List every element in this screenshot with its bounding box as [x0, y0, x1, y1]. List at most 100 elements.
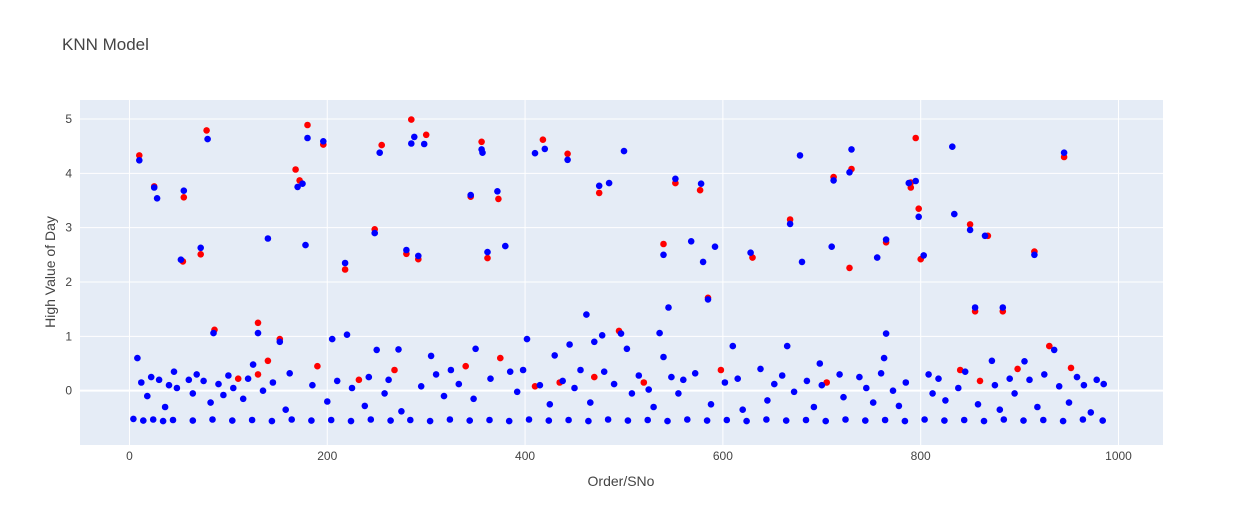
red-data-point: [564, 150, 571, 158]
red-data-point: [254, 319, 262, 327]
blue-data-point: [846, 169, 853, 176]
blue-data-point: [882, 330, 890, 337]
blue-data-point: [991, 381, 999, 389]
red-data-point: [314, 362, 321, 370]
blue-data-point: [605, 179, 613, 187]
red-data-point: [378, 141, 386, 149]
x-tick-label: 0: [126, 449, 133, 463]
blue-data-point: [1006, 375, 1013, 383]
blue-data-point: [610, 380, 618, 388]
blue-data-point: [200, 377, 207, 385]
blue-data-point: [403, 246, 410, 254]
red-data-point: [696, 186, 704, 194]
blue-data-point: [966, 226, 974, 234]
red-data-point: [292, 166, 299, 173]
blue-data-point: [848, 146, 855, 153]
blue-data-point: [565, 416, 572, 424]
blue-data-point: [343, 331, 351, 339]
blue-data-point: [951, 210, 958, 218]
blue-data-point: [624, 417, 632, 424]
blue-data-point: [585, 417, 592, 425]
red-data-point: [595, 189, 603, 197]
blue-data-point: [645, 386, 652, 393]
red-data-point: [180, 194, 188, 201]
blue-data-point: [1026, 376, 1033, 384]
red-data-point: [203, 127, 210, 134]
blue-data-point: [408, 140, 415, 147]
blue-data-point: [656, 329, 663, 337]
blue-data-point: [664, 417, 671, 425]
blue-data-point: [786, 220, 794, 228]
blue-data-point: [680, 376, 687, 384]
blue-data-point: [763, 416, 770, 423]
blue-data-point: [822, 417, 829, 425]
blue-data-point: [566, 341, 573, 348]
blue-data-point: [189, 390, 197, 397]
blue-data-point: [687, 238, 695, 245]
blue-data-point: [796, 152, 804, 159]
red-data-point: [355, 376, 363, 384]
blue-data-point: [1093, 376, 1100, 384]
blue-data-point: [600, 368, 608, 376]
data-points: [130, 116, 1107, 425]
y-tick-label: 2: [65, 275, 72, 289]
red-data-point: [304, 121, 311, 129]
blue-data-point: [136, 157, 143, 164]
blue-data-point: [729, 342, 737, 350]
y-tick-label: 4: [65, 166, 72, 180]
blue-data-point: [863, 384, 870, 392]
blue-data-point: [204, 135, 211, 143]
blue-data-point: [169, 416, 177, 424]
x-tick-label: 400: [515, 449, 535, 463]
blue-data-point: [880, 354, 888, 362]
blue-data-point: [367, 416, 375, 423]
blue-data-point: [269, 379, 277, 386]
blue-data-point: [856, 373, 863, 381]
blue-data-point: [341, 259, 349, 267]
blue-data-point: [1060, 149, 1068, 156]
blue-data-point: [220, 391, 227, 399]
blue-data-point: [798, 258, 806, 266]
blue-data-point: [996, 406, 1004, 414]
blue-data-point: [711, 243, 719, 250]
blue-data-point: [1099, 417, 1106, 424]
y-tick-label: 0: [65, 384, 72, 398]
red-data-point: [408, 116, 415, 123]
blue-data-point: [721, 379, 729, 386]
blue-data-point: [215, 380, 222, 388]
blue-data-point: [707, 401, 715, 408]
blue-data-point: [881, 416, 889, 424]
blue-data-point: [455, 380, 463, 388]
blue-data-point: [1040, 416, 1047, 424]
blue-data-point: [882, 236, 890, 243]
blue-data-point: [1055, 383, 1063, 390]
blue-data-point: [635, 372, 643, 379]
blue-data-point: [915, 213, 922, 221]
red-data-point: [539, 136, 547, 143]
blue-data-point: [373, 346, 381, 354]
blue-data-point: [210, 329, 217, 337]
blue-data-point: [365, 373, 373, 381]
blue-data-point: [361, 402, 369, 410]
red-data-point: [846, 264, 853, 272]
blue-data-point: [254, 329, 262, 337]
blue-data-point: [790, 388, 798, 396]
blue-data-point: [470, 395, 477, 403]
red-data-point: [640, 379, 648, 386]
blue-data-point: [1079, 416, 1087, 423]
blue-data-point: [816, 360, 824, 367]
blue-data-point: [415, 252, 422, 260]
blue-data-point: [479, 149, 486, 156]
blue-data-point: [587, 399, 594, 406]
blue-data-point: [771, 380, 778, 388]
blue-data-point: [505, 417, 513, 425]
y-axis-title: High Value of Day: [42, 216, 58, 328]
blue-data-point: [411, 133, 418, 141]
x-tick-label: 800: [911, 449, 931, 463]
blue-data-point: [513, 388, 521, 396]
blue-data-point: [551, 352, 558, 359]
blue-data-point: [836, 371, 843, 378]
blue-data-point: [960, 416, 968, 424]
blue-data-point: [949, 143, 956, 150]
blue-data-point: [828, 243, 835, 250]
